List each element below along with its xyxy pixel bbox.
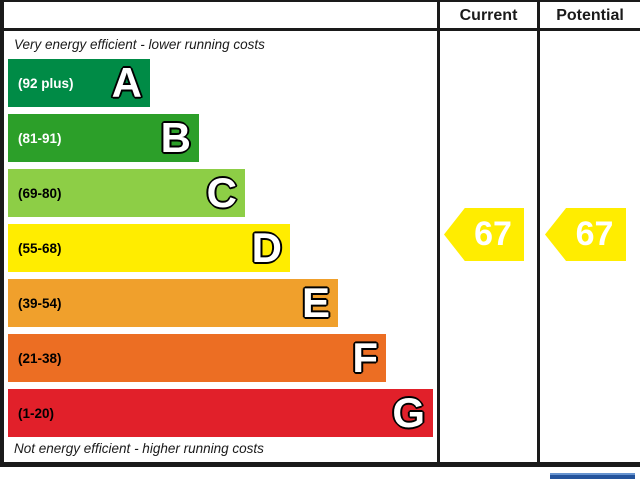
- band-a: (92 plus) A: [8, 59, 150, 107]
- band-g-range: (1-20): [18, 405, 55, 421]
- table-bottom-border: [0, 462, 640, 467]
- band-d-letter: D: [250, 224, 283, 271]
- band-f-letter: F: [351, 334, 379, 381]
- bottom-caption: Not energy efficient - higher running co…: [14, 441, 264, 456]
- band-d-range: (55-68): [18, 240, 62, 256]
- header-row-divider: [0, 28, 640, 31]
- band-f-range: (21-38): [18, 350, 62, 366]
- band-e-range: (39-54): [18, 295, 62, 311]
- band-d: (55-68) D: [8, 224, 290, 272]
- band-g-letter: G: [391, 389, 426, 436]
- potential-rating-value: 67: [575, 215, 614, 253]
- band-g: (1-20) G: [8, 389, 433, 437]
- potential-rating-arrow: 67: [545, 208, 626, 261]
- band-f: (21-38) F: [8, 334, 386, 382]
- current-rating-arrow: 67: [444, 208, 524, 261]
- table-top-border: [0, 0, 640, 2]
- current-column-header: Current: [459, 7, 518, 24]
- band-b-range: (81-91): [18, 130, 62, 146]
- potential-column-header: Potential: [556, 7, 624, 24]
- band-c-range: (69-80): [18, 185, 62, 201]
- table-left-border: [0, 0, 4, 467]
- potential-column-divider: [537, 0, 540, 467]
- band-e: (39-54) E: [8, 279, 338, 327]
- band-a-letter: A: [110, 59, 143, 106]
- band-b-letter: B: [159, 114, 192, 161]
- band-e-letter: E: [301, 279, 332, 326]
- band-c-letter: C: [205, 169, 238, 216]
- current-rating-value: 67: [474, 215, 512, 253]
- band-b: (81-91) B: [8, 114, 199, 162]
- current-column-divider: [437, 0, 440, 467]
- band-c: (69-80) C: [8, 169, 245, 217]
- top-caption: Very energy efficient - lower running co…: [14, 37, 265, 52]
- next-section-blue-peek: [550, 473, 635, 479]
- band-a-range: (92 plus): [18, 75, 74, 91]
